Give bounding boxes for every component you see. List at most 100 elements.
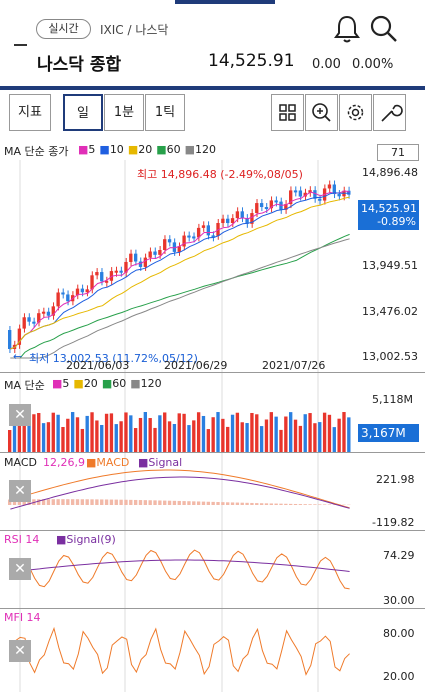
realtime-badge[interactable]: 실시간	[36, 19, 91, 39]
macd-histogram-bar	[124, 499, 128, 505]
grid-button[interactable]	[271, 94, 304, 131]
volume-bar	[289, 412, 293, 452]
volume-bar	[51, 412, 55, 452]
indicator-button[interactable]: 지표	[9, 94, 51, 131]
index-name[interactable]: 나스닥 종합	[37, 55, 122, 75]
macd-histogram-bar	[109, 499, 114, 505]
volume-bar	[182, 413, 186, 452]
macd-histogram-bar	[85, 499, 89, 505]
macd-histogram-bar	[90, 499, 94, 505]
volume-bar	[17, 412, 22, 452]
macd-histogram-bar	[129, 499, 133, 505]
mfi-label: MFI 14	[4, 611, 41, 624]
tool-button[interactable]	[373, 94, 406, 131]
macd-histogram-bar	[95, 499, 99, 505]
settings-button[interactable]	[339, 94, 372, 131]
date-label-2: 2021/06/29	[164, 359, 228, 372]
rsi-axis-bottom: 30.00	[383, 594, 415, 607]
volume-legend-item: ■5	[52, 377, 70, 390]
volume-bar	[56, 414, 60, 452]
symbol-code: IXIC / 나스닥	[100, 23, 169, 37]
candle	[318, 198, 322, 201]
ma-legend-item: ■120	[184, 143, 217, 156]
signal-line	[10, 476, 350, 510]
active-tab-indicator	[175, 0, 275, 4]
macd-histogram-bar	[41, 499, 46, 505]
volume-bar	[308, 413, 312, 452]
macd-histogram-bar	[274, 503, 278, 505]
panel-divider	[0, 452, 425, 453]
volume-bar	[124, 412, 128, 452]
candle	[226, 218, 230, 224]
candle	[109, 271, 114, 281]
volume-bar	[284, 416, 288, 452]
badge-rate: -0.89%	[377, 215, 416, 228]
date-label-1: 2021/06/03	[66, 359, 130, 372]
macd-histogram-bar	[196, 501, 201, 505]
candle	[327, 184, 332, 189]
count-box[interactable]: 71	[377, 144, 419, 161]
volume-bar	[32, 414, 36, 452]
macd-histogram-bar	[245, 502, 249, 505]
macd-histogram-bar	[70, 499, 75, 505]
candle	[269, 200, 273, 209]
macd-histogram-bar	[114, 499, 118, 505]
volume-bar	[327, 414, 332, 452]
candle	[255, 203, 259, 214]
candle	[37, 313, 41, 323]
chart-canvas[interactable]	[0, 160, 425, 692]
volume-bar	[274, 416, 278, 452]
volume-bar	[163, 412, 167, 452]
volume-bar	[61, 427, 65, 452]
ma-legend-item: ■20	[127, 143, 153, 156]
candle	[119, 270, 123, 273]
macd-histogram-bar	[133, 499, 138, 505]
volume-bar	[114, 424, 118, 452]
period-minute-button[interactable]: 1분	[104, 94, 144, 131]
macd-series-label: ■MACD	[86, 456, 130, 469]
candle	[8, 330, 12, 349]
zoom-button[interactable]	[305, 94, 338, 131]
axis-price-high: 14,896.48	[362, 166, 418, 179]
volume-bar	[240, 422, 244, 452]
volume-bar	[95, 420, 99, 452]
volume-bar	[70, 412, 75, 452]
candle	[104, 280, 109, 283]
candle	[124, 261, 128, 273]
macd-histogram-bar	[80, 499, 85, 505]
candle	[259, 203, 264, 208]
ma-line	[10, 190, 350, 350]
close-icon[interactable]: ✕	[9, 640, 31, 662]
search-icon[interactable]	[370, 14, 398, 44]
candle	[293, 190, 298, 193]
volume-bar	[332, 427, 336, 452]
period-day-button[interactable]: 일	[63, 94, 103, 131]
macd-axis-bottom: -119.82	[372, 516, 415, 529]
collapse-icon[interactable]	[14, 44, 27, 46]
volume-bar	[192, 420, 196, 452]
macd-histogram-bar	[8, 499, 12, 505]
volume-bar	[196, 412, 201, 452]
candle	[235, 211, 240, 219]
volume-bar	[27, 425, 31, 452]
macd-series-name: MACD	[96, 456, 130, 469]
price-change: 0.00	[312, 57, 341, 72]
volume-bar	[347, 417, 351, 452]
candle	[61, 292, 65, 295]
candle	[308, 190, 312, 193]
badge-price: 14,525.91	[361, 202, 417, 215]
period-tick-button[interactable]: 1틱	[145, 94, 185, 131]
macd-histogram-bar	[201, 501, 206, 505]
volume-bar	[279, 429, 283, 452]
macd-histogram-bar	[293, 503, 298, 505]
mfi-line	[10, 626, 350, 676]
close-icon[interactable]: ✕	[9, 480, 31, 502]
macd-histogram-bar	[284, 503, 288, 505]
macd-histogram-bar	[66, 499, 70, 505]
bell-icon[interactable]	[334, 14, 360, 44]
close-icon[interactable]: ✕	[9, 404, 31, 426]
ma-line	[10, 233, 350, 359]
gear-icon	[347, 104, 364, 121]
macd-histogram-bar	[61, 499, 65, 505]
close-icon[interactable]: ✕	[9, 558, 31, 580]
